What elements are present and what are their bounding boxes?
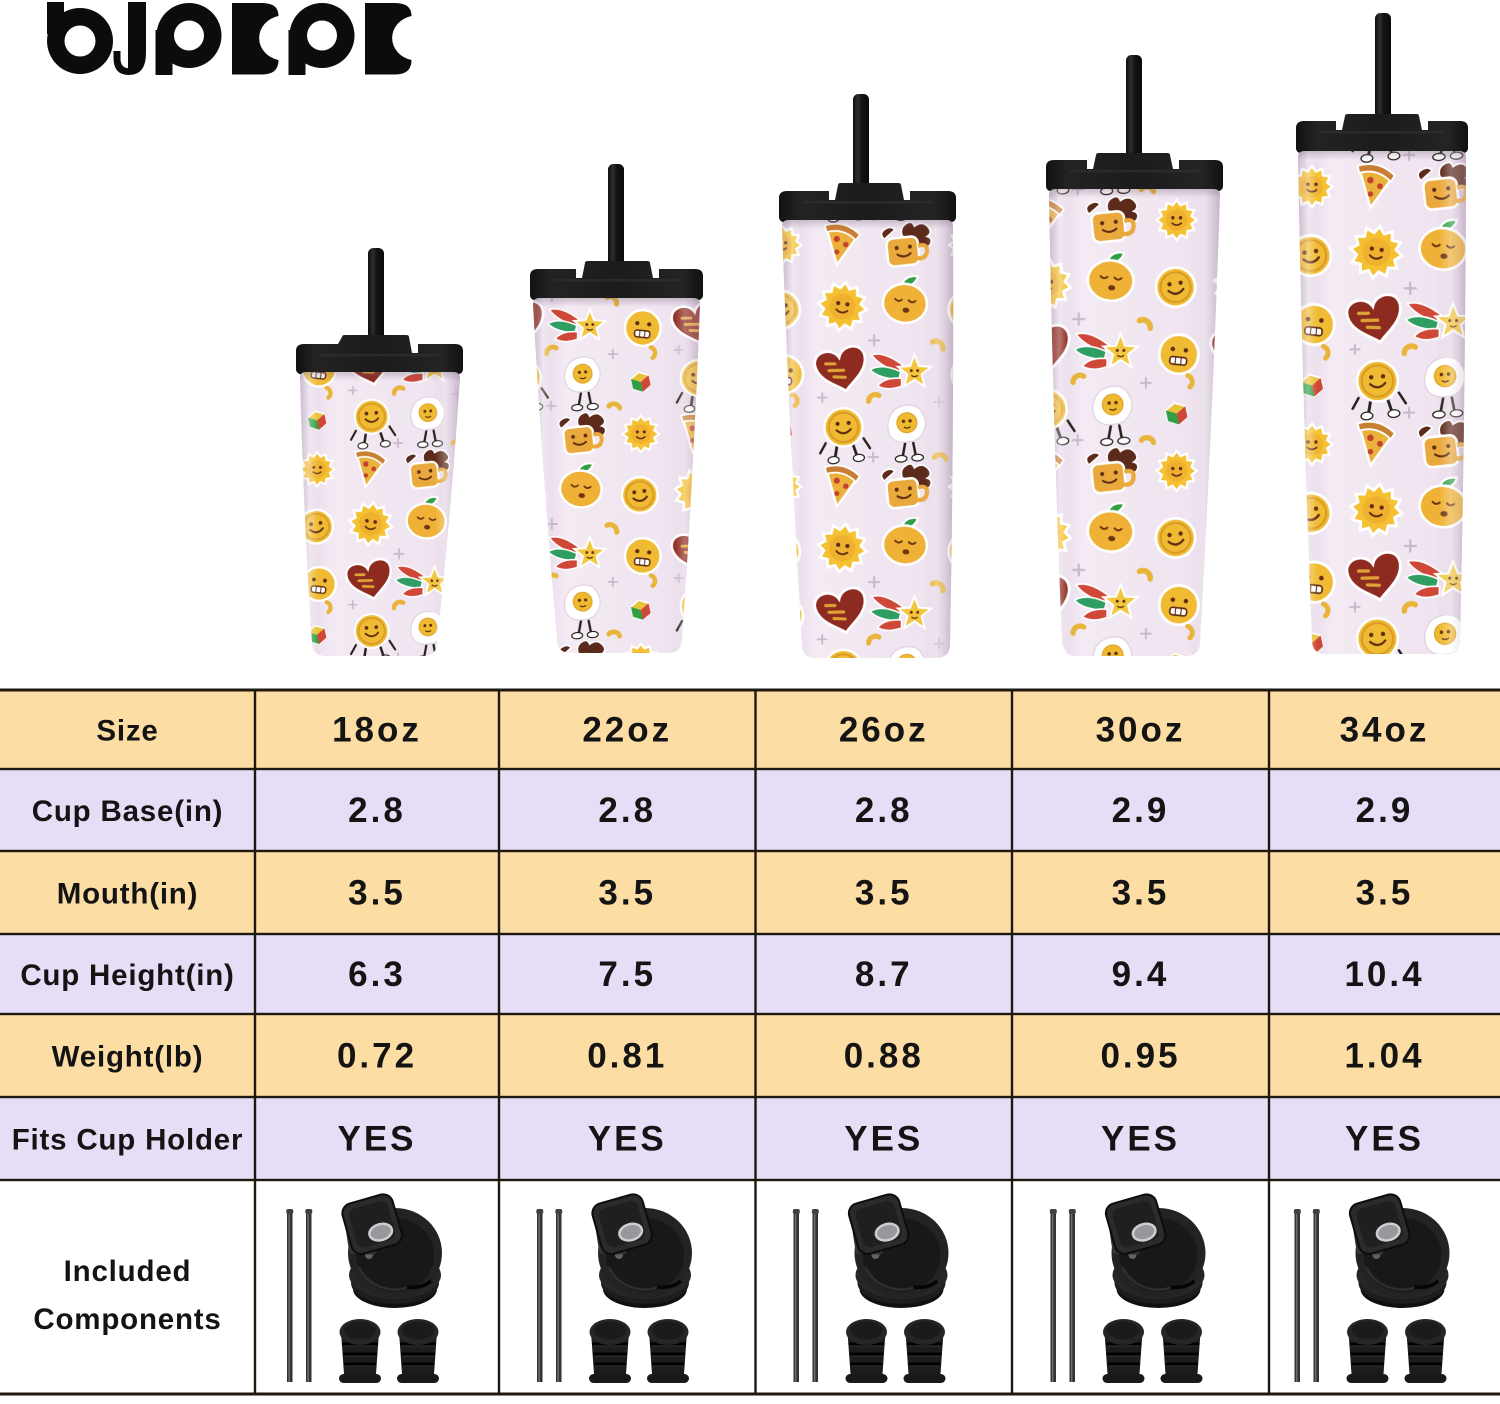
svg-text:Included: Included [64,1255,192,1288]
svg-text:2.9: 2.9 [1356,791,1414,830]
svg-text:YES: YES [1345,1120,1424,1159]
svg-text:Components: Components [33,1303,221,1336]
svg-text:8.7: 8.7 [855,955,913,994]
svg-text:7.5: 7.5 [598,955,656,994]
svg-text:0.72: 0.72 [337,1037,417,1076]
svg-text:2.8: 2.8 [598,791,656,830]
svg-text:0.81: 0.81 [587,1037,667,1076]
svg-text:YES: YES [844,1120,923,1159]
svg-text:2.8: 2.8 [348,791,406,830]
svg-text:2.9: 2.9 [1112,791,1170,830]
svg-text:2.8: 2.8 [855,791,913,830]
svg-text:Size: Size [96,715,158,748]
svg-text:34oz: 34oz [1340,711,1430,750]
svg-text:18oz: 18oz [332,711,422,750]
svg-text:0.88: 0.88 [844,1037,924,1076]
svg-text:9.4: 9.4 [1112,955,1170,994]
svg-text:Cup Base(in): Cup Base(in) [32,795,224,828]
svg-text:0.95: 0.95 [1100,1037,1180,1076]
svg-text:3.5: 3.5 [598,874,656,913]
svg-text:3.5: 3.5 [1356,874,1414,913]
svg-text:Weight(lb): Weight(lb) [52,1041,204,1074]
svg-text:Mouth(in): Mouth(in) [57,878,199,911]
svg-text:Cup Height(in): Cup Height(in) [20,959,234,992]
svg-text:10.4: 10.4 [1344,955,1424,994]
svg-text:3.5: 3.5 [348,874,406,913]
svg-text:YES: YES [588,1120,667,1159]
svg-text:YES: YES [337,1120,416,1159]
svg-text:22oz: 22oz [582,711,672,750]
svg-text:30oz: 30oz [1096,711,1186,750]
svg-text:YES: YES [1101,1120,1180,1159]
svg-text:3.5: 3.5 [1112,874,1170,913]
svg-text:3.5: 3.5 [855,874,913,913]
svg-text:1.04: 1.04 [1344,1037,1424,1076]
svg-text:26oz: 26oz [839,711,929,750]
svg-text:6.3: 6.3 [348,955,406,994]
svg-text:Fits Cup Holder: Fits Cup Holder [12,1124,244,1157]
